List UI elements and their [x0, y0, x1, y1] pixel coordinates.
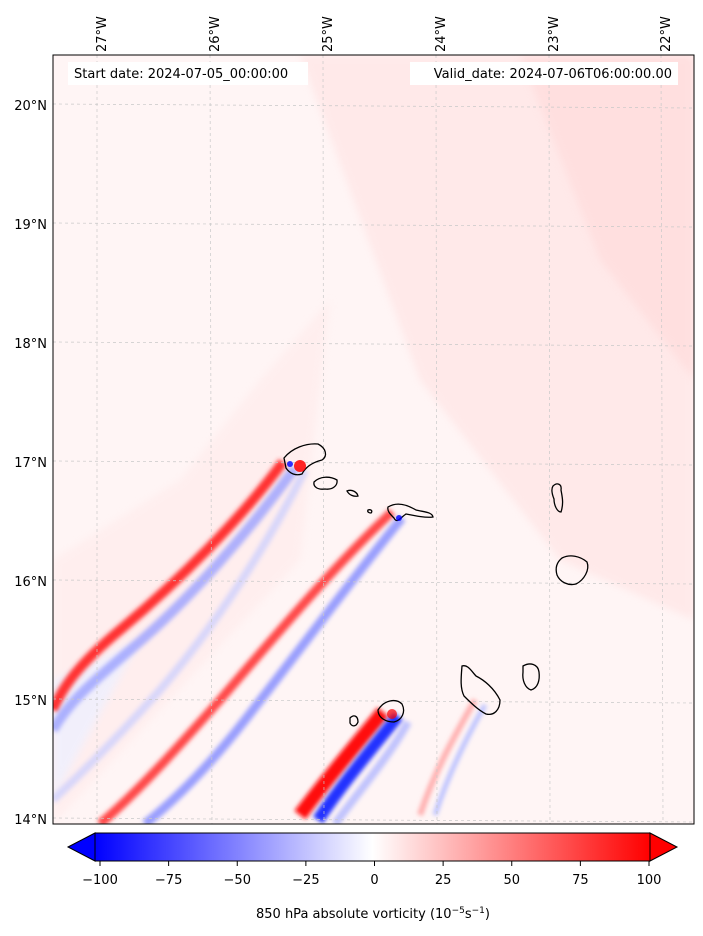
map-frame — [52, 54, 695, 825]
map-panel — [52, 54, 695, 825]
vorticity-spot — [294, 460, 306, 472]
vorticity-spot — [287, 461, 293, 467]
positive-vorticity-region-2 — [520, 55, 694, 380]
vorticity-spot — [387, 709, 397, 719]
lon-label: 27°W — [95, 16, 110, 52]
latitude-labels: 20°N 19°N 18°N 17°N 16°N 15°N 14°N — [14, 99, 47, 828]
colorbar-gradient — [95, 833, 650, 861]
colorbar: −100 −75 −50 −25 0 25 50 75 100 850 hPa absolute… — [66, 832, 679, 922]
island-sal — [551, 483, 564, 513]
colorbar-label: 850 hPa absolute vorticity (10−5s−1) — [256, 906, 490, 922]
colorbar-tick-label: 75 — [572, 873, 589, 888]
colorbar-frame — [94, 832, 651, 862]
island-maio — [522, 663, 540, 691]
start-date-box — [68, 62, 308, 85]
wake-positive-streak-1 — [53, 459, 288, 712]
island-fogo — [377, 699, 405, 723]
colorbar-low-extend — [66, 832, 96, 862]
graticule — [53, 55, 694, 824]
lat-label: 16°N — [14, 575, 47, 590]
colorbar-label-exp2: −1 — [472, 906, 485, 916]
valid-date-label: Valid_date: 2024-07-06T06:00:00.00 — [434, 67, 672, 82]
lat-label: 15°N — [14, 694, 47, 709]
wake-positive-streak-3 — [294, 707, 389, 820]
colorbar-tick-label: 0 — [370, 873, 378, 888]
island-santo-antao — [283, 443, 327, 476]
valid-date-box — [410, 62, 678, 85]
wake-positive-streak-2 — [97, 508, 396, 824]
island-sao-vicente — [313, 476, 338, 490]
colorbar-tick-label: 50 — [503, 873, 520, 888]
island-boa-vista — [555, 555, 589, 586]
colorbar-tick-label: −75 — [155, 873, 182, 888]
start-date-label: Start date: 2024-07-05_00:00:00 — [74, 67, 288, 82]
colorbar-label-end: ) — [485, 907, 490, 922]
lat-label: 14°N — [14, 813, 47, 828]
coastlines — [283, 443, 589, 727]
colorbar-tick-label: 25 — [435, 873, 452, 888]
wake-negative-streak-3b — [331, 720, 412, 824]
wake-negative-streak-1 — [53, 465, 300, 733]
colorbar-label-mid: s — [465, 907, 472, 922]
lat-label: 19°N — [14, 218, 47, 233]
wake-positive-streak-4 — [417, 698, 478, 816]
vorticity-spot — [396, 515, 402, 521]
colorbar-tick-label: −50 — [224, 873, 251, 888]
wake-negative-streak-1b — [53, 468, 309, 803]
lon-label: 25°W — [321, 16, 336, 52]
colorbar-tick-label: −100 — [82, 873, 118, 888]
lon-label: 24°W — [434, 16, 449, 52]
lat-label: 18°N — [14, 337, 47, 352]
lat-label: 17°N — [14, 456, 47, 471]
colorbar-tick-label: −25 — [292, 873, 319, 888]
colorbar-high-extend — [649, 832, 679, 862]
lon-label: 26°W — [208, 16, 223, 52]
island-brava — [349, 715, 359, 727]
island-santiago — [460, 665, 501, 716]
wake-negative-streak-3 — [313, 712, 403, 824]
lon-label: 23°W — [547, 16, 562, 52]
wake-negative-streak-4 — [432, 703, 488, 816]
island-santa-luzia — [346, 489, 359, 497]
colorbar-ticks: −100 −75 −50 −25 0 25 50 75 100 — [82, 861, 661, 888]
longitude-labels: 27°W 26°W 25°W 24°W 23°W 22°W — [95, 16, 674, 52]
colorbar-label-text: 850 hPa absolute vorticity (10 — [256, 907, 452, 922]
colorbar-tick-label: 100 — [637, 873, 662, 888]
lat-label: 20°N — [14, 99, 47, 114]
lon-label: 22°W — [659, 16, 674, 52]
colorbar-label-exp1: −5 — [452, 906, 465, 916]
vorticity-field — [53, 55, 694, 824]
island-islet — [367, 509, 373, 514]
island-sao-nicolau — [387, 503, 434, 522]
wake-negative-streak-2 — [142, 515, 406, 824]
